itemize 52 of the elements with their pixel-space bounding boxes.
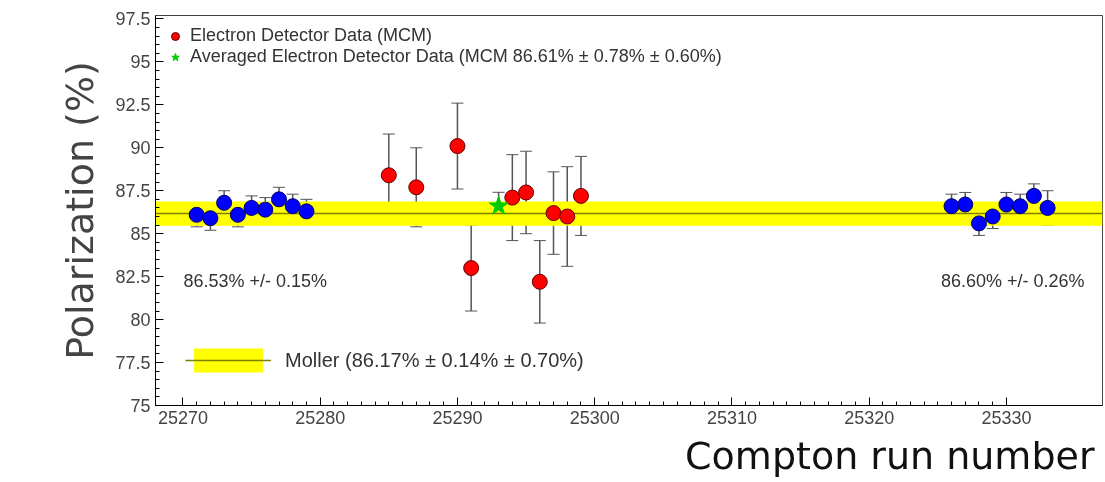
y-tick-label: 77.5 (115, 353, 151, 374)
y-tick-label: 87.5 (115, 181, 151, 202)
point (229, 206, 246, 223)
point (463, 260, 480, 277)
legend-label: Electron Detector Data (MCM) (190, 25, 433, 46)
point (531, 273, 548, 290)
point (559, 208, 576, 225)
y-tick-label: 97.5 (115, 9, 151, 30)
y-tick-label: 80 (130, 310, 151, 331)
point (271, 191, 288, 208)
point (188, 206, 205, 223)
y-axis-title: Polarization (%) (58, 61, 103, 360)
x-tick-label: 25280 (295, 407, 346, 428)
legend-label: Averaged Electron Detector Data (MCM 86.61% ± 0.78% ± 0.60%) (190, 46, 722, 67)
point (380, 167, 397, 184)
point (202, 210, 219, 227)
x-tick-label: 25330 (981, 407, 1032, 428)
point (216, 194, 233, 211)
point (1039, 199, 1056, 216)
x-axis-title: Compton run number (685, 433, 1095, 478)
point (970, 215, 987, 232)
point (957, 196, 974, 213)
annotation: 86.53% +/- 0.15% (183, 270, 328, 291)
point (298, 203, 315, 220)
point (504, 189, 521, 206)
point (545, 205, 562, 222)
point (284, 198, 301, 215)
point (572, 187, 589, 204)
y-tick-label: 90 (130, 138, 151, 159)
point (998, 196, 1015, 213)
x-tick-label: 25290 (432, 407, 483, 428)
y-tick-label: 85 (130, 224, 151, 245)
point (243, 199, 260, 216)
x-tick-label: 25300 (569, 407, 620, 428)
x-tick-label: 25310 (706, 407, 757, 428)
point (257, 201, 274, 218)
point (1012, 198, 1029, 215)
annotation: 86.60% +/- 0.26% (940, 270, 1085, 291)
point (488, 195, 509, 215)
point (1025, 187, 1042, 204)
point (984, 208, 1001, 225)
point (408, 179, 425, 196)
y-tick-label: 75 (130, 396, 151, 416)
y-tick-label: 82.5 (115, 267, 151, 288)
y-tick-label: 95 (130, 52, 151, 73)
legend-label: Moller (86.17% ± 0.14% ± 0.70%) (285, 348, 584, 372)
point (943, 198, 960, 215)
point (518, 184, 535, 201)
y-tick-label: 92.5 (115, 95, 151, 116)
point (449, 138, 466, 155)
x-tick-label: 25320 (844, 407, 895, 428)
x-tick-label: 25270 (157, 407, 208, 428)
